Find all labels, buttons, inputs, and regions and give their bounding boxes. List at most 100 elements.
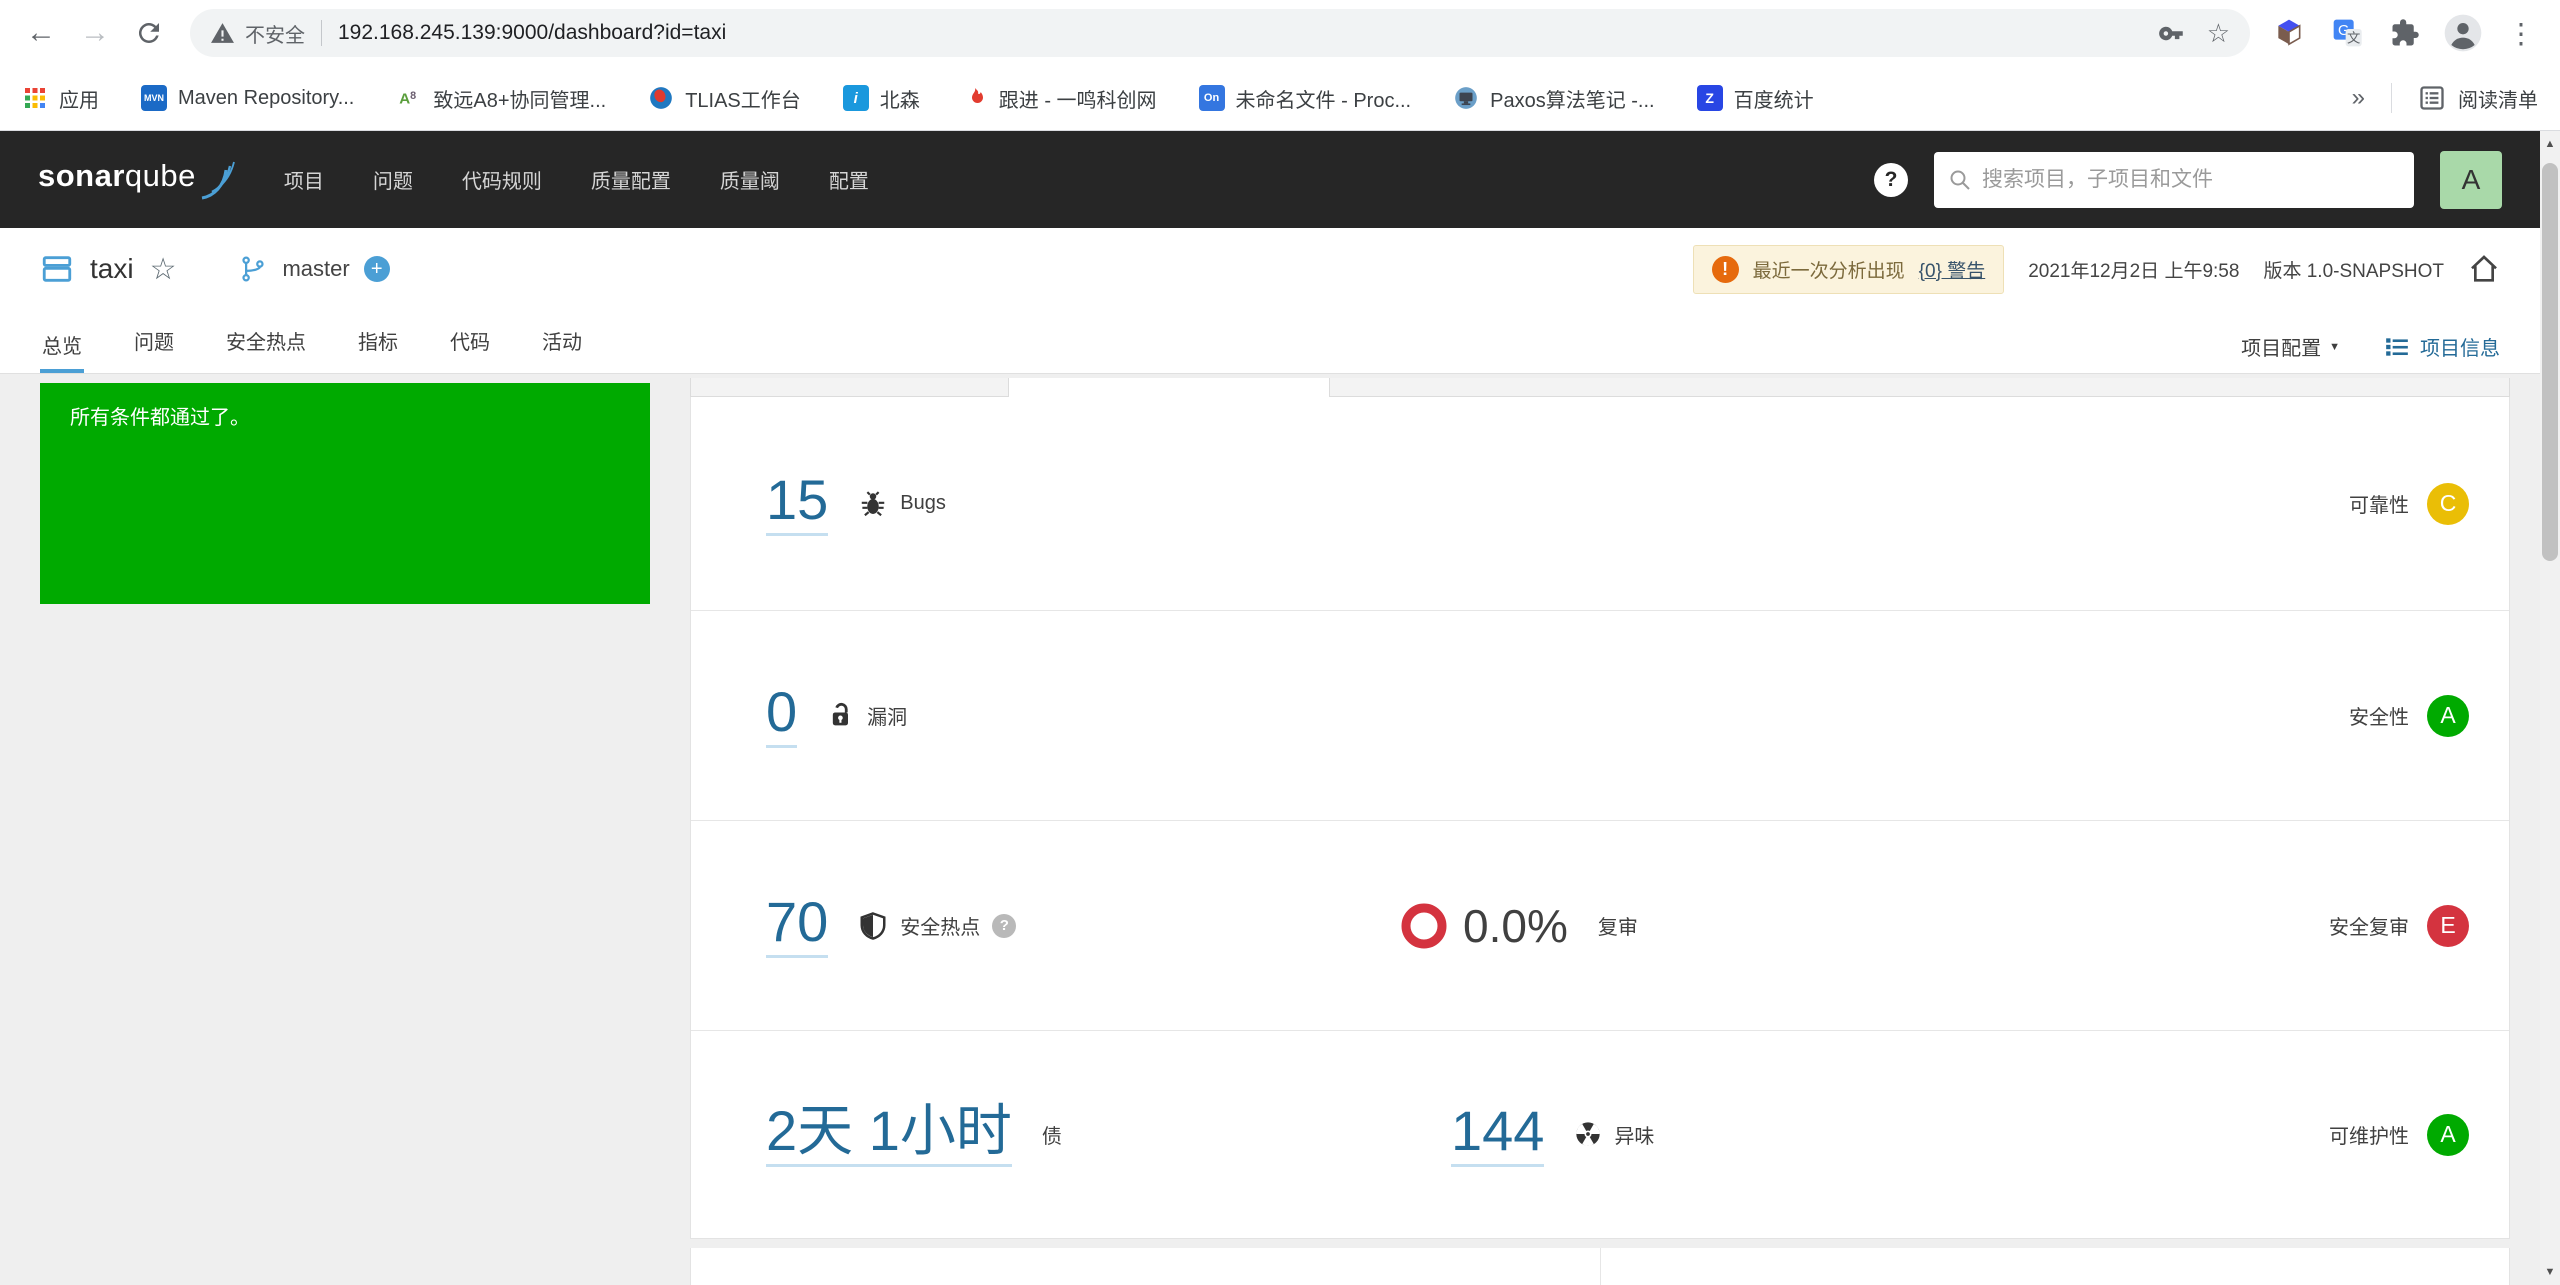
branch-name[interactable]: master [282,256,350,281]
project-settings-dropdown[interactable]: 项目配置 ▼ [2241,338,2340,360]
bookmark-maven[interactable]: MVN Maven Repository... [141,85,354,111]
open-lock-icon [827,702,855,730]
tab-overview[interactable]: 总览 [40,330,84,373]
project-name[interactable]: taxi [90,253,134,284]
nav-administration[interactable]: 配置 [828,171,869,193]
scrollbar-up-arrow[interactable]: ▲ [2544,138,2556,150]
nav-projects[interactable]: 项目 [283,171,324,193]
reading-list-label: 阅读清单 [2458,89,2538,112]
scrollbar-thumb[interactable] [2542,163,2558,561]
processon-icon: On [1198,85,1225,111]
tab-code[interactable]: 代码 [450,332,490,354]
hotspots-count-link[interactable]: 70 [766,892,829,958]
bug-icon [858,489,888,519]
back-button[interactable]: ← [14,6,68,60]
maintainability-row: 2天 1小时 债 144 异味 可维护性 A [691,1030,2509,1238]
bookmark-baidu-tongji[interactable]: Z 百度统计 [1696,84,1814,113]
project-version: 版本 1.0-SNAPSHOT [2263,260,2444,282]
forward-button[interactable]: → [68,6,122,60]
tab-overall-code[interactable] [1008,378,1330,397]
bookmark-yiming[interactable]: 跟进 - 一鸣科创网 [962,84,1157,113]
tab-new-code[interactable] [690,378,1008,397]
extensions-puzzle-icon[interactable] [2380,8,2430,58]
baidu-tongji-icon: Z [1696,85,1723,111]
bottom-panel [690,1248,2510,1285]
user-avatar[interactable]: A [2440,150,2502,209]
home-icon[interactable] [2468,253,2500,285]
extension-cube-icon[interactable] [2264,8,2314,58]
page-scrollbar[interactable]: ▲ ▼ [2540,131,2560,1285]
browser-menu-icon[interactable]: ⋮ [2496,8,2546,58]
nav-quality-profiles[interactable]: 质量配置 [590,171,671,193]
project-information-button[interactable]: 项目信息 [2384,332,2500,361]
bookmark-label: Maven Repository... [178,86,355,109]
beisen-icon: i [842,85,869,111]
project-tabs: 总览 问题 安全热点 指标 代码 活动 项目配置 ▼ 项目信息 [0,310,2540,374]
password-key-icon[interactable] [2158,20,2185,47]
bookmark-tlias[interactable]: TLIAS工作台 [648,84,801,113]
maven-icon: MVN [141,85,167,111]
hotspots-help-icon[interactable]: ? [992,913,1017,938]
tabstrip-filler [1330,378,2510,397]
bookmark-processon[interactable]: On 未命名文件 - Proc... [1198,84,1412,113]
bugs-count-link[interactable]: 15 [766,470,829,536]
address-bar[interactable]: 不安全 192.168.245.139:9000/dashboard?id=ta… [190,9,2250,57]
refresh-button[interactable] [122,6,176,60]
reviewed-label: 复审 [1597,917,1638,939]
bookmark-paxos[interactable]: Paxos算法笔记 -... [1453,84,1655,113]
add-branch-button[interactable]: + [363,256,390,282]
help-button[interactable]: ? [1874,162,1908,197]
bookmark-beisen[interactable]: i 北森 [842,84,920,113]
vulnerabilities-count-link[interactable]: 0 [766,682,798,748]
bookmarks-divider [2391,83,2392,113]
sonarqube-swoosh-icon [200,158,242,202]
bugs-label: Bugs [900,492,946,514]
scrollbar-down-arrow[interactable]: ▼ [2544,1266,2556,1278]
project-qualifier-icon [40,252,74,286]
branch-icon [238,254,268,284]
bottom-panel-left [691,1248,1600,1285]
debt-link[interactable]: 2天 1小时 [766,1101,1012,1167]
bookmarks-overflow-chevron[interactable]: » [2351,84,2365,111]
review-ring-icon [1401,903,1447,949]
reading-list-button[interactable]: 阅读清单 [2418,84,2538,113]
svg-text:文: 文 [2347,30,2360,45]
svg-text:G: G [2338,23,2349,39]
reliability-row: 15 Bugs 可靠性 C [691,397,2509,610]
tab-activity[interactable]: 活动 [542,332,582,354]
code-smell-icon [1574,1120,1602,1148]
tab-measures[interactable]: 指标 [358,332,398,354]
url-text[interactable]: 192.168.245.139:9000/dashboard?id=taxi [338,21,727,44]
apps-shortcut[interactable]: 应用 [22,84,99,113]
shield-icon [858,911,888,941]
sonarqube-header: sonarqube 项目 问题 代码规则 质量配置 质量阈 配置 ? [0,131,2540,228]
warning-link[interactable]: {0} 警告 [1918,260,1986,282]
measures-card: 15 Bugs 可靠性 C 0 [690,397,2510,1239]
analysis-date: 2021年12月2日 上午9:58 [2028,260,2240,282]
reliability-label: 可靠性 [2349,495,2409,517]
browser-toolbar: ← → 不安全 192.168.245.139:9000/dashboard?i… [0,0,2560,66]
code-smells-link[interactable]: 144 [1451,1101,1545,1167]
overview-content: 所有条件都通过了。 15 [0,374,2540,1285]
nav-quality-gates[interactable]: 质量阈 [719,171,780,193]
tab-security-hotspots[interactable]: 安全热点 [226,332,306,354]
profile-avatar[interactable] [2438,8,2488,58]
search-input[interactable] [1982,167,2400,192]
tab-issues[interactable]: 问题 [134,332,174,354]
sonarqube-logo[interactable]: sonarqube [38,158,242,202]
bookmark-label: 未命名文件 - Proc... [1235,89,1412,112]
debt-label: 债 [1041,1126,1062,1148]
nav-issues[interactable]: 问题 [372,171,413,193]
bookmark-label: 应用 [59,89,99,112]
bookmark-star-icon[interactable]: ☆ [2206,17,2230,48]
security-indicator[interactable]: 不安全 [210,19,305,48]
maintainability-rating-badge: A [2427,1113,2469,1156]
nav-rules[interactable]: 代码规则 [461,171,542,193]
security-review-row: 70 安全热点 ? 0.0% 复审 [691,820,2509,1030]
analysis-warning-badge: ! 最近一次分析出现 {0} 警告 [1692,244,2005,294]
favorite-star-icon[interactable]: ☆ [149,252,177,286]
